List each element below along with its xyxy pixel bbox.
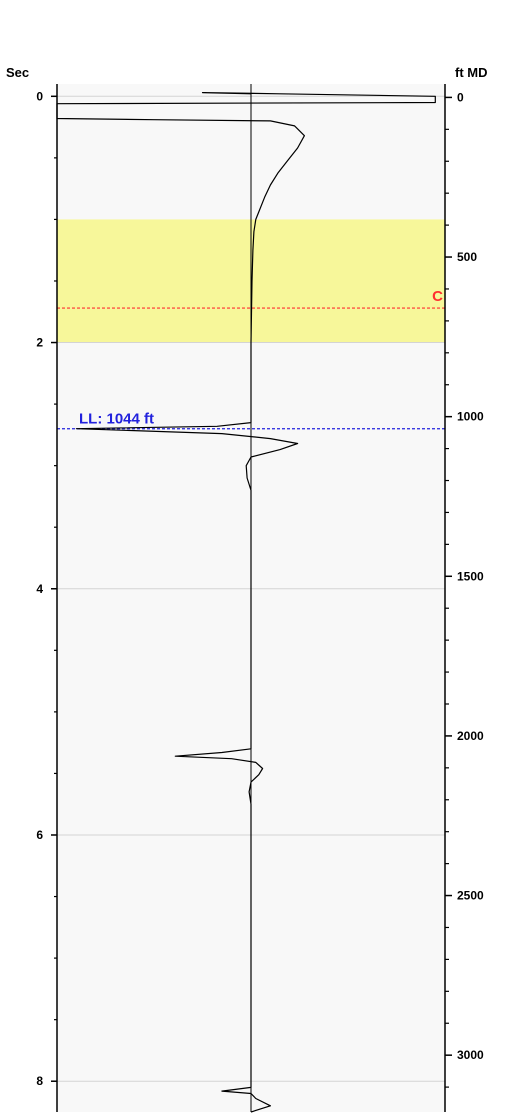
- series-trace: [56, 92, 436, 1113]
- marker-label: C: [432, 288, 443, 305]
- series-layer: [56, 92, 436, 1113]
- right-tick-label: 1500: [457, 569, 484, 583]
- left-axis-title: Sec: [6, 65, 29, 80]
- right-tick-label: 3000: [457, 1048, 484, 1062]
- left-axis: 0 2 4 6 8: [36, 89, 57, 1088]
- right-tick-label: 500: [457, 250, 477, 264]
- right-tick-label: 1000: [457, 410, 484, 424]
- left-tick-label: 4: [36, 582, 43, 596]
- right-axis: 0 500 1000 1500 2000 2500 3000: [445, 90, 484, 1088]
- left-tick-label: 6: [36, 828, 43, 842]
- right-tick-label: 2500: [457, 889, 484, 903]
- left-tick-label: 0: [36, 89, 43, 103]
- marker-label: LL: 1044 ft: [79, 411, 154, 428]
- left-tick-label: 2: [36, 336, 43, 350]
- marker-layer: C LL: 1044 ft: [57, 288, 445, 430]
- right-axis-title: ft MD: [455, 65, 488, 80]
- right-tick-label: 2000: [457, 729, 484, 743]
- axes-frame: [56, 84, 446, 1112]
- right-tick-label: 0: [457, 90, 464, 104]
- left-tick-label: 8: [36, 1074, 43, 1088]
